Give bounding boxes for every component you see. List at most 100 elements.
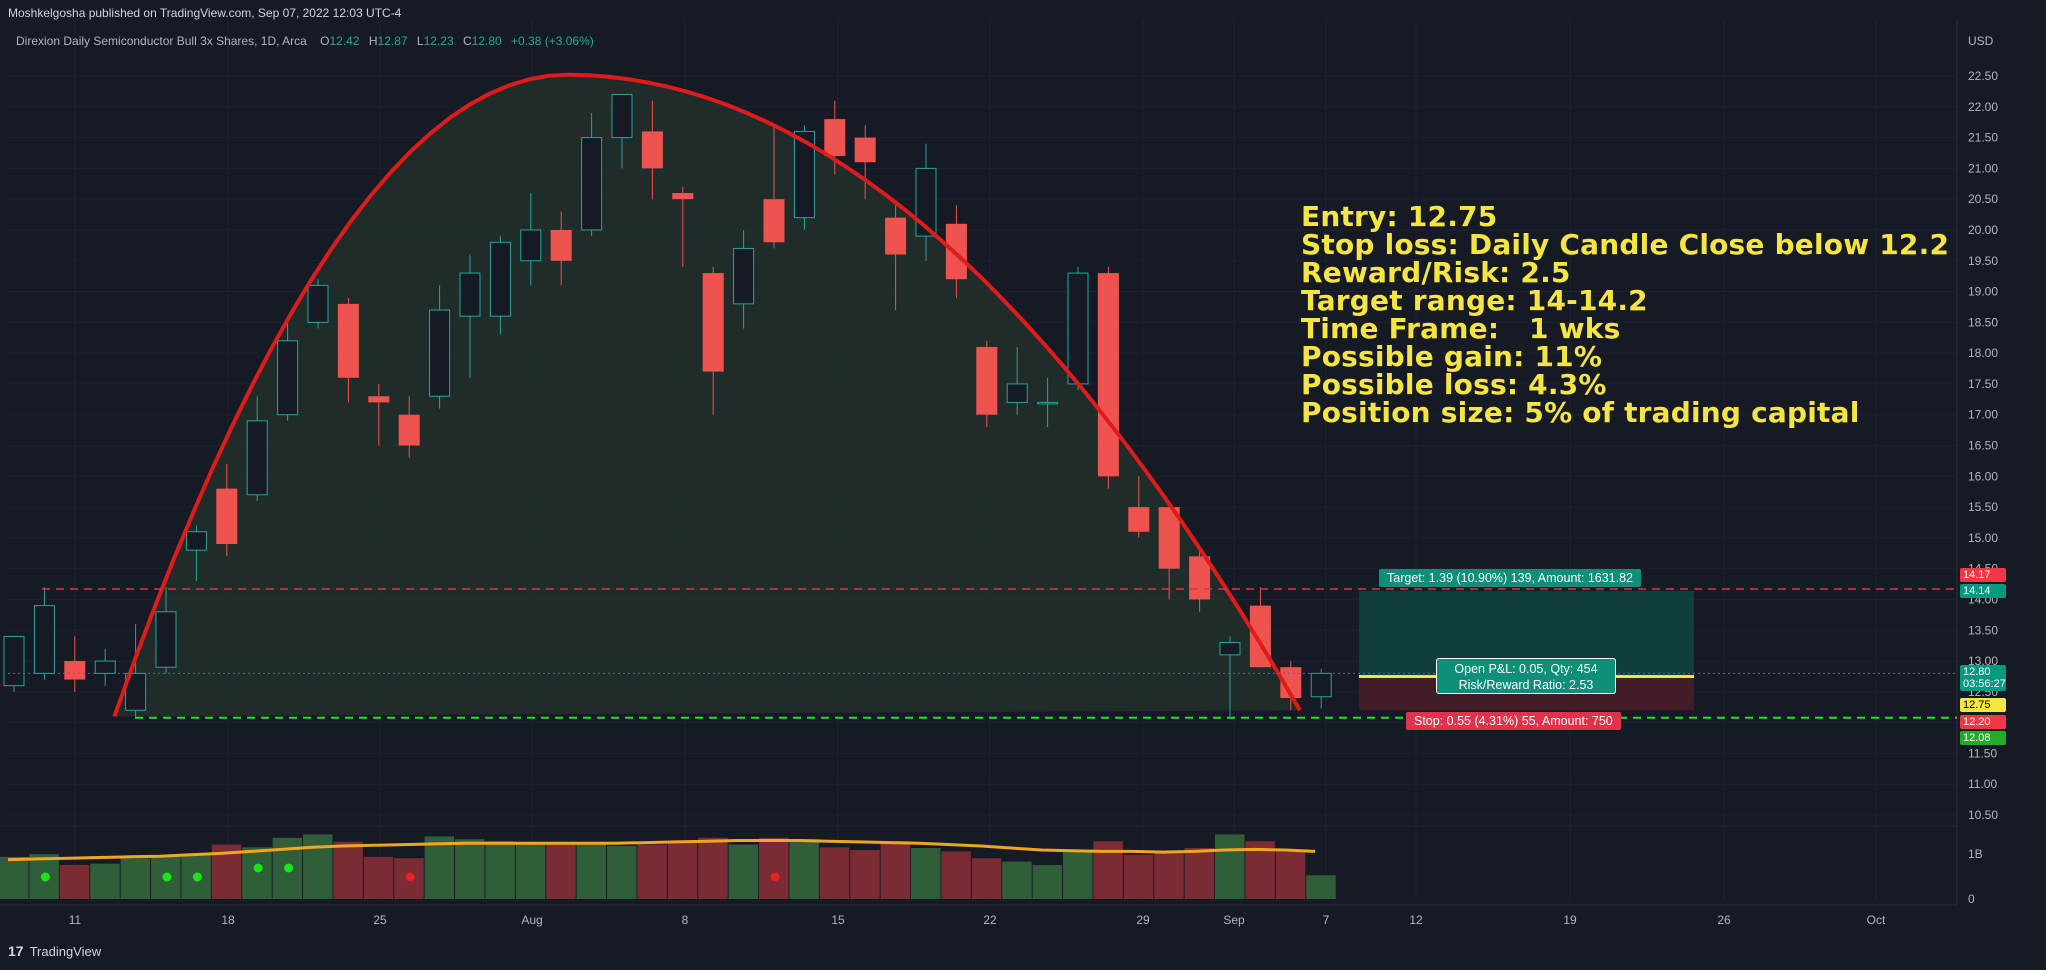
note-entry: Entry: 12.75: [1301, 200, 1498, 233]
ohlc-high-value: 12.87: [377, 34, 408, 48]
volume-bar: [1275, 851, 1306, 899]
signal-dot: [770, 872, 780, 882]
time-tick-label: 19: [1563, 913, 1577, 927]
price-tick-label: 22.50: [1968, 69, 1998, 83]
volume-bar: [303, 834, 333, 899]
ohlc-close-label: C: [462, 34, 472, 48]
volume-bar: [759, 837, 789, 899]
candle-body: [429, 309, 451, 397]
time-tick-label: 26: [1717, 913, 1731, 927]
volume-bar: [515, 842, 546, 899]
signal-dot: [284, 863, 294, 873]
price-label-14-17: 14.17: [1960, 568, 2006, 582]
ohlc-open-value: 12.42: [329, 34, 360, 48]
volume-bar: [1032, 865, 1063, 899]
ohlc-open-label: O: [320, 34, 330, 48]
volume-bar: [424, 836, 455, 899]
volume-bar: [120, 858, 151, 899]
candle-body: [976, 346, 998, 415]
candle-body: [1037, 401, 1059, 405]
volume-bar: [333, 841, 363, 899]
price-tick-label: 13.50: [1968, 623, 1998, 637]
volume-bar: [455, 839, 485, 899]
candle-body: [581, 137, 603, 231]
time-tick-label: Sep: [1223, 913, 1245, 927]
price-tick-label: 16.00: [1968, 469, 1998, 483]
candle-body: [1280, 667, 1302, 698]
time-tick-label: 25: [373, 913, 387, 927]
candle-body: [459, 272, 481, 317]
volume-bar: [971, 858, 1002, 899]
note-target-range: Target range: 14-14.2: [1301, 284, 1648, 317]
price-tick-label: 20.50: [1968, 192, 1998, 206]
volume-bar: [911, 848, 941, 899]
symbol-title: Direxion Daily Semiconductor Bull 3x Sha…: [16, 34, 307, 48]
price-tick-label: 10.50: [1968, 808, 1998, 822]
candle-body: [1310, 672, 1332, 698]
volume-bar: [1123, 854, 1154, 899]
open-pnl-box[interactable]: Open P&L: 0.05, Qty: 454 Risk/Reward Rat…: [1436, 658, 1616, 694]
signal-dot: [40, 872, 50, 882]
volume-bar: [1063, 850, 1093, 899]
pnl-line: Open P&L: 0.05, Qty: 454: [1454, 662, 1598, 676]
price-tick-label: 18.50: [1968, 315, 1998, 329]
ohlc-close-value: 12.80: [471, 34, 502, 48]
price-tick-label: 22.00: [1968, 100, 1998, 114]
price-tick-label: 15.00: [1968, 531, 1998, 545]
currency-label: USD: [1968, 34, 1994, 48]
volume-bar: [59, 865, 90, 899]
price-tick-label: 16.50: [1968, 439, 1998, 453]
volume-ma-line: [7, 839, 1316, 862]
stop-tag[interactable]: Stop: 0.55 (4.31%) 55, Amount: 750: [1406, 712, 1621, 730]
candle-body: [307, 284, 329, 323]
candle-body: [185, 531, 207, 551]
price-tick-label: 11.50: [1968, 746, 1997, 760]
volume-bar: [880, 841, 911, 899]
signal-dot: [162, 872, 172, 882]
time-tick-label: 22: [983, 913, 997, 927]
signal-dot: [253, 863, 263, 873]
price-label-support: 12.08: [1960, 731, 2006, 745]
ohlc-low-label: L: [416, 34, 424, 48]
candle-body: [33, 605, 55, 674]
brand-name: TradingView: [29, 943, 102, 959]
volume-bar: [850, 850, 880, 899]
candle-body: [1128, 507, 1150, 532]
volume-group: [0, 834, 1336, 899]
price-tick-label: 17.50: [1968, 377, 1998, 391]
candle-body: [733, 247, 755, 305]
candle-body: [824, 119, 846, 157]
time-tick-label: 18: [221, 913, 235, 927]
bar-countdown: 03:56:27: [1963, 678, 2006, 690]
candle-body: [64, 661, 86, 680]
price-tick-label: 19.00: [1968, 285, 1998, 299]
volume-bar: [667, 841, 698, 899]
volume-tick-label: 0: [1968, 892, 1975, 906]
candle-body: [216, 488, 238, 545]
candle-body: [398, 414, 420, 446]
time-tick-label: Aug: [521, 913, 542, 927]
volume-bar: [941, 851, 971, 899]
candle-body: [125, 672, 147, 711]
candle-body: [915, 167, 937, 237]
price-label-stop: 12.20: [1960, 715, 2006, 729]
candle-body: [1219, 642, 1241, 656]
price-tick-label: 17.00: [1968, 408, 1998, 422]
candle-body: [550, 229, 572, 261]
signal-dot: [405, 872, 415, 882]
price-axis[interactable]: 10.5011.0011.5012.0012.5013.0013.5014.00…: [1968, 69, 1998, 906]
volume-bar: [242, 847, 272, 899]
price-tick-label: 11.00: [1968, 777, 1997, 791]
candle-body: [489, 241, 511, 317]
time-tick-label: Oct: [1867, 913, 1886, 927]
target-tag[interactable]: Target: 1.39 (10.90%) 139, Amount: 1631.…: [1379, 569, 1642, 587]
volume-bar: [728, 844, 759, 899]
tradingview-logo-icon: 17: [8, 943, 24, 959]
time-axis[interactable]: 11 18 25 Aug 8 15 22 29 Sep 7 12 19 26 Oct: [69, 913, 1886, 927]
tradingview-brand[interactable]: 17 TradingView: [8, 943, 101, 959]
candle-body: [672, 193, 694, 200]
volume-bar: [607, 845, 637, 899]
volume-bar: [576, 844, 607, 899]
risk-reward-line: Risk/Reward Ratio: 2.53: [1458, 678, 1594, 692]
